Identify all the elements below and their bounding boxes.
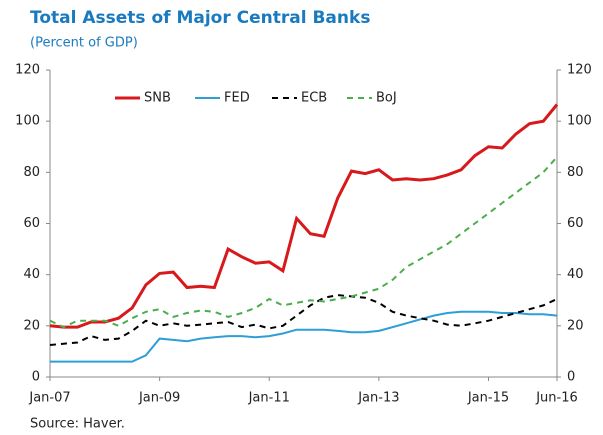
series-line: [49, 294, 558, 346]
y2-tick-label: 40: [567, 267, 584, 282]
y2-tick-label: 120: [567, 63, 592, 78]
legend-label: BoJ: [376, 91, 397, 106]
chart-title: Total Assets of Major Central Banks: [30, 8, 370, 28]
y2-tick-label: 80: [567, 165, 584, 180]
y-tick-label: 120: [15, 63, 40, 78]
y-tick-label: 0: [32, 370, 40, 385]
legend-label: SNB: [144, 91, 171, 106]
legend-label: ECB: [301, 91, 327, 106]
x-tick-label: Jan-13: [357, 391, 399, 406]
y2-tick-label: 20: [567, 318, 584, 333]
source-note: Source: Haver.: [30, 417, 125, 432]
series-line: [49, 103, 559, 329]
y2-tick-label: 0: [567, 370, 575, 385]
y2-tick-label: 100: [567, 114, 592, 129]
y-tick-label: 80: [23, 165, 40, 180]
x-tick-label: Jan-09: [138, 391, 180, 406]
y-tick-label: 40: [23, 267, 40, 282]
x-tick-label: Jan-15: [467, 391, 509, 406]
series-line: [50, 310, 558, 363]
chart-subtitle: (Percent of GDP): [30, 36, 138, 51]
x-tick-label: Jan-11: [248, 391, 290, 406]
series-line: [49, 156, 558, 329]
x-tick-label: Jun-16: [535, 391, 578, 406]
legend-label: FED: [224, 91, 250, 106]
y-tick-label: 20: [23, 318, 40, 333]
y2-tick-label: 60: [567, 216, 584, 231]
y-tick-label: 60: [23, 216, 40, 231]
y-tick-label: 100: [15, 114, 40, 129]
x-tick-label: Jan-07: [28, 391, 70, 406]
